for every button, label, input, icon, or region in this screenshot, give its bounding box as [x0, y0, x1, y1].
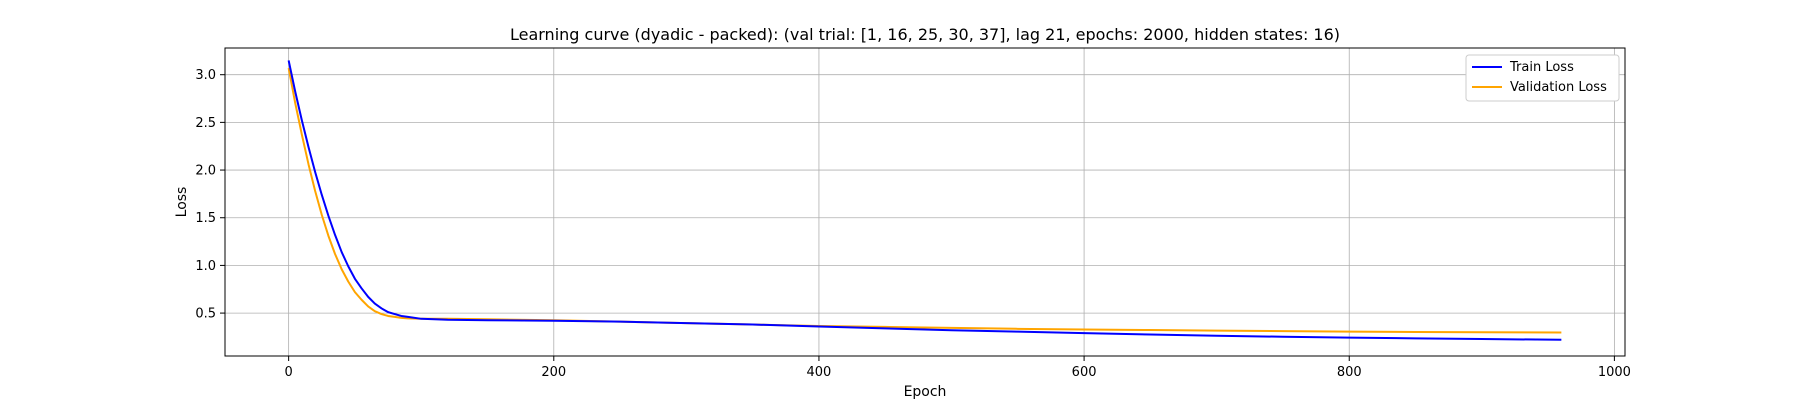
y-axis-label: Loss [174, 187, 190, 218]
x-tick-label: 400 [807, 365, 832, 380]
legend-box [1465, 54, 1620, 102]
y-tick-label: 1.5 [195, 211, 216, 226]
y-tick-label: 2.5 [195, 116, 216, 131]
legend-label-validation-loss: Validation Loss [1510, 80, 1607, 95]
plot-frame [224, 47, 1626, 357]
ticks-layer: 0 200 400 600 800 1000 0.5 1.0 1.5 2.0 2.5 3.0 [195, 68, 1631, 380]
grid-layer [225, 48, 1625, 356]
chart-title: Learning curve (dyadic - packed): (val t… [510, 25, 1340, 44]
y-tick-label: 2.0 [195, 164, 216, 179]
x-axis-label: Epoch [904, 384, 947, 400]
x-tick-label: 800 [1337, 365, 1362, 380]
y-tick-label: 1.0 [195, 259, 216, 274]
series-line-train-loss [287, 60, 1562, 341]
x-tick-label: 1000 [1598, 365, 1631, 380]
x-tick-label: 0 [284, 365, 292, 380]
legend-label-train-loss: Train Loss [1509, 60, 1574, 75]
y-tick-label: 3.0 [195, 68, 216, 83]
y-tick-label: 0.5 [195, 307, 216, 322]
x-tick-label: 200 [541, 365, 566, 380]
x-tick-label: 600 [1072, 365, 1097, 380]
series-layer [287, 60, 1562, 341]
legend: Train Loss Validation Loss [1465, 54, 1620, 102]
series-line-validation-loss [287, 67, 1562, 334]
